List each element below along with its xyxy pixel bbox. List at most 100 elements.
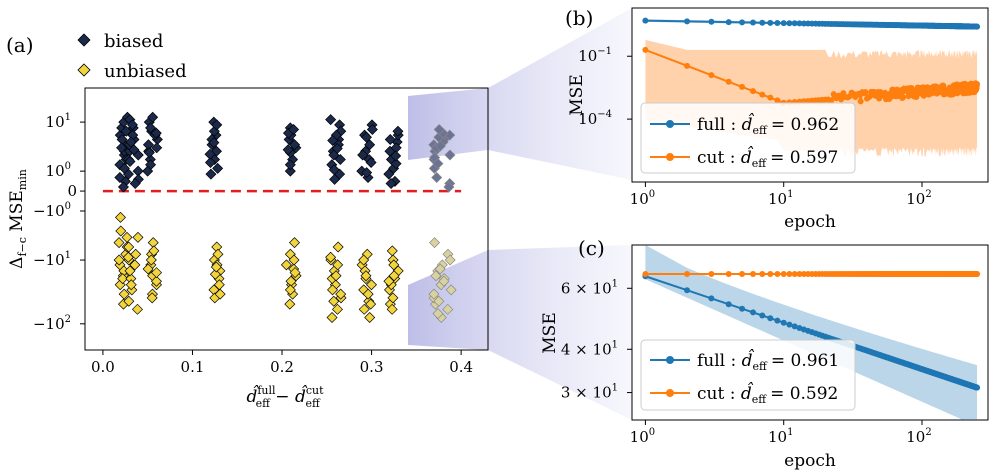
- b-cut-point-0: [642, 46, 649, 53]
- c-cut-point-10: [786, 270, 793, 277]
- point-biased-8-15: [432, 158, 444, 170]
- c-full-point-7: [767, 315, 774, 322]
- panel-c-ylabel: MSE: [540, 312, 560, 353]
- c-cut-point-13: [800, 270, 807, 277]
- point-unbiased-0-7: [118, 288, 130, 300]
- c-ytick-label-2: 3 × 101: [561, 383, 618, 402]
- point-unbiased-5-5: [331, 303, 343, 315]
- point-biased-4-11: [288, 124, 300, 136]
- point-unbiased-1-9: [124, 265, 136, 277]
- point-unbiased-5-13: [335, 288, 347, 300]
- point-biased-8-16: [433, 124, 445, 136]
- b-cut-point-21: [828, 97, 835, 104]
- point-biased-5-13: [327, 135, 339, 147]
- panel-a-y-ticks: 101 100 0−100 −101 −102: [33, 112, 85, 333]
- c-cut-point-249: [974, 270, 981, 277]
- point-unbiased-2-6: [145, 254, 157, 266]
- legend-cut-text-b: cut : d̂eff = 0.597: [697, 146, 838, 170]
- point-biased-1-13: [129, 178, 141, 190]
- legend-full-sub-c: eff: [753, 360, 769, 373]
- b-full-point-11: [791, 20, 798, 27]
- c-full-point-1: [684, 287, 691, 294]
- panel-c-line: 100 101 102 6 × 101 4 × 101 3 × 101 epoch MSE…: [540, 244, 989, 471]
- c-full-point-4: [739, 305, 746, 312]
- point-unbiased-8-0: [429, 237, 441, 249]
- panel-c-ticks: 100 101 102 6 × 101 4 × 101 3 × 101: [561, 278, 932, 446]
- b-cut-point-35: [857, 98, 864, 105]
- a-xtick-label-1: 0.1: [181, 358, 205, 376]
- legend-full-dot-c: [666, 356, 674, 364]
- point-unbiased-7-10: [386, 303, 398, 315]
- point-unbiased-7-6: [388, 259, 400, 271]
- b-cut-point-90: [913, 93, 920, 100]
- b-full-point-0: [642, 17, 649, 24]
- point-biased-5-5: [334, 153, 346, 165]
- point-biased-1-14: [125, 136, 137, 148]
- point-biased-7-12: [385, 178, 397, 190]
- c-cut-point-0: [642, 270, 649, 277]
- legend-full-dot-b: [666, 120, 674, 128]
- point-unbiased-3-11: [210, 261, 222, 273]
- point-biased-3-9: [204, 157, 216, 168]
- b-ytick-label-0: 10−1: [578, 46, 612, 65]
- legend-cut-value-c: = 0.592: [770, 384, 838, 404]
- point-unbiased-1-6: [131, 303, 143, 315]
- legend-cut-value-b: = 0.597: [770, 148, 838, 168]
- c-full-point-8: [774, 317, 781, 324]
- b-cut-point-25: [838, 96, 845, 103]
- b-full-point-5: [750, 19, 757, 26]
- panel-c-axes-frame: [631, 244, 989, 421]
- c-full-point-6: [759, 312, 766, 319]
- c-xtick-label-2: 102: [906, 427, 931, 446]
- b-full-point-2: [708, 18, 715, 25]
- c-full-point-5: [750, 309, 757, 316]
- panel-a-ylabel-mse: MSE: [7, 190, 27, 231]
- a-ytick-label-3: −100: [33, 201, 71, 220]
- point-unbiased-2-7: [142, 263, 154, 275]
- point-biased-1-11: [126, 119, 138, 131]
- b-xtick-label-0: 100: [630, 189, 655, 208]
- legend-full-label-c: full :: [697, 351, 742, 371]
- c-xtick-label-1: 101: [768, 427, 793, 446]
- b-cut-point-72: [900, 94, 907, 101]
- b-cut-point-6: [759, 91, 766, 98]
- panel-a-xlabel-sup1: full: [257, 384, 276, 397]
- point-biased-7-10: [390, 150, 402, 162]
- c-cut-point-3: [725, 270, 732, 277]
- zoom-highlight-b: [408, 8, 632, 180]
- point-biased-3-4: [212, 162, 224, 174]
- legend-cut-label-c: cut :: [697, 384, 741, 404]
- point-biased-3-6: [205, 168, 217, 180]
- legend-cut-dot-c: [666, 389, 674, 397]
- panel-a-xlabel-sup2: cut: [306, 384, 324, 397]
- b-full-point-7: [767, 19, 774, 26]
- point-biased-8-14: [434, 140, 446, 152]
- point-biased-4-5: [284, 165, 296, 177]
- point-biased-7-7: [384, 134, 396, 146]
- point-unbiased-4-0: [289, 237, 301, 249]
- point-biased-1-10: [124, 155, 136, 167]
- c-cut-point-11: [791, 270, 798, 277]
- point-unbiased-7-0: [386, 245, 398, 257]
- c-xtick-label-0: 100: [630, 427, 655, 446]
- point-biased-2-13: [150, 127, 162, 139]
- c-full-point-2: [708, 295, 715, 302]
- point-unbiased-1-5: [123, 295, 135, 307]
- c-ytick-label-0: 6 × 101: [561, 278, 618, 297]
- b-full-point-1: [684, 18, 691, 25]
- panel-a-xlabel-d2: d̂: [295, 385, 308, 407]
- point-unbiased-8-17: [432, 308, 444, 320]
- point-unbiased-0-12: [121, 231, 133, 243]
- panel-b-ylabel: MSE: [567, 74, 587, 115]
- panel-b-axes-frame: [631, 7, 989, 183]
- point-biased-2-9: [145, 122, 157, 134]
- point-unbiased-4-8: [288, 254, 300, 266]
- point-unbiased-8-10: [430, 270, 442, 282]
- panel-b-xlabel: epoch: [784, 212, 836, 232]
- legend-unbiased-marker: [77, 63, 91, 77]
- panel-b-markers: [642, 17, 981, 106]
- a-ytick-label-1: 100: [46, 161, 71, 180]
- b-ytick-label-1: 10−4: [578, 109, 612, 128]
- b-cut-point-8: [774, 97, 781, 104]
